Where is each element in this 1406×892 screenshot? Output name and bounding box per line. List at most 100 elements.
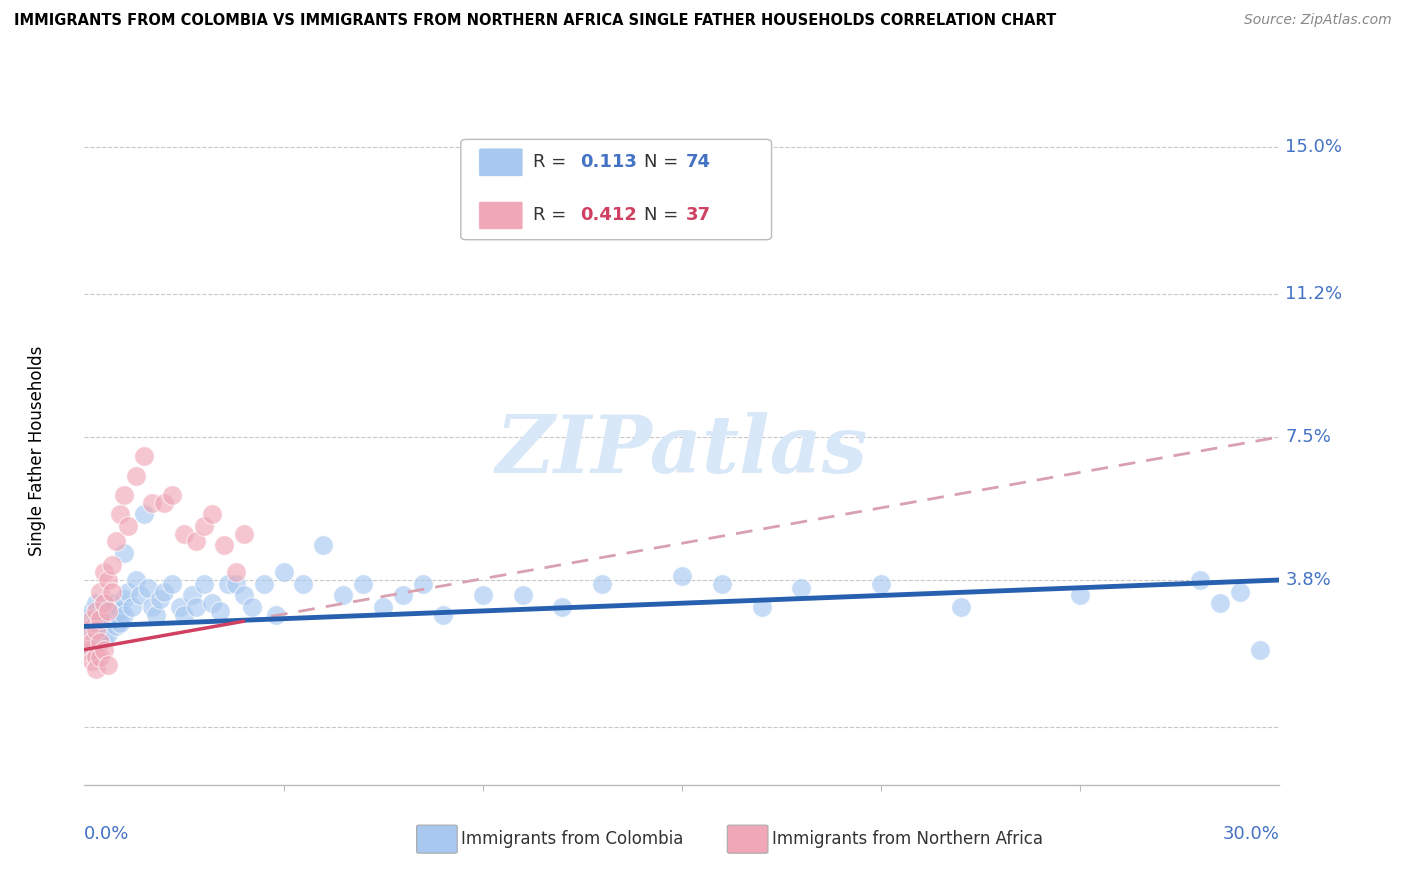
- Point: [1208, 596, 1230, 610]
- Text: 15.0%: 15.0%: [1285, 138, 1343, 156]
- Point: [149, 592, 172, 607]
- Point: [82, 604, 104, 618]
- Point: [86, 604, 108, 618]
- Point: [217, 577, 239, 591]
- Point: [110, 604, 132, 618]
- Text: ZIPatlas: ZIPatlas: [496, 412, 868, 489]
- Point: [145, 607, 167, 622]
- Point: [89, 612, 111, 626]
- Point: [105, 619, 128, 633]
- Point: [671, 569, 693, 583]
- FancyBboxPatch shape: [478, 202, 523, 230]
- Point: [392, 589, 415, 603]
- Point: [77, 635, 100, 649]
- Point: [97, 627, 120, 641]
- Point: [169, 600, 191, 615]
- Point: [112, 607, 135, 622]
- Point: [173, 526, 195, 541]
- Point: [93, 604, 115, 618]
- Point: [125, 468, 148, 483]
- Point: [97, 573, 120, 587]
- Text: 74: 74: [686, 153, 710, 171]
- Point: [112, 592, 135, 607]
- Point: [412, 577, 434, 591]
- Text: Single Father Households: Single Father Households: [28, 345, 45, 556]
- Point: [101, 584, 124, 599]
- Point: [93, 631, 115, 645]
- Point: [751, 600, 773, 615]
- Point: [86, 615, 108, 630]
- Point: [117, 584, 139, 599]
- Text: Immigrants from Colombia: Immigrants from Colombia: [461, 830, 683, 848]
- Point: [273, 566, 295, 580]
- Point: [89, 624, 111, 638]
- Point: [141, 600, 163, 615]
- Point: [89, 650, 111, 665]
- FancyBboxPatch shape: [416, 825, 457, 853]
- Point: [225, 566, 247, 580]
- Text: N =: N =: [644, 153, 683, 171]
- Text: 37: 37: [686, 206, 710, 225]
- Point: [193, 519, 215, 533]
- Point: [225, 577, 247, 591]
- Point: [710, 577, 733, 591]
- Point: [136, 581, 159, 595]
- Text: 0.113: 0.113: [581, 153, 637, 171]
- Point: [125, 573, 148, 587]
- Point: [1249, 642, 1271, 657]
- Point: [93, 642, 115, 657]
- Point: [86, 596, 108, 610]
- Point: [86, 662, 108, 676]
- Point: [93, 619, 115, 633]
- Point: [232, 589, 254, 603]
- Point: [112, 546, 135, 560]
- Point: [101, 612, 124, 626]
- Point: [551, 600, 574, 615]
- Point: [201, 596, 224, 610]
- Point: [471, 589, 494, 603]
- Point: [208, 604, 231, 618]
- Point: [129, 589, 152, 603]
- Point: [132, 450, 156, 464]
- Point: [77, 642, 100, 657]
- Point: [1229, 584, 1251, 599]
- Text: Immigrants from Northern Africa: Immigrants from Northern Africa: [772, 830, 1042, 848]
- Point: [132, 508, 156, 522]
- Point: [97, 615, 120, 630]
- Point: [97, 600, 120, 615]
- Point: [512, 589, 534, 603]
- Point: [117, 519, 139, 533]
- Point: [110, 615, 132, 630]
- Point: [105, 607, 128, 622]
- Point: [184, 534, 207, 549]
- Point: [112, 488, 135, 502]
- Point: [82, 612, 104, 626]
- Point: [101, 558, 124, 572]
- Text: N =: N =: [644, 206, 683, 225]
- Point: [173, 607, 195, 622]
- Point: [121, 600, 143, 615]
- FancyBboxPatch shape: [478, 148, 523, 177]
- Point: [312, 538, 335, 552]
- Point: [82, 654, 104, 668]
- Point: [160, 577, 183, 591]
- Text: 11.2%: 11.2%: [1285, 285, 1343, 303]
- Point: [1069, 589, 1091, 603]
- Point: [352, 577, 374, 591]
- Point: [141, 496, 163, 510]
- Point: [86, 650, 108, 665]
- Point: [82, 642, 104, 657]
- Point: [105, 534, 128, 549]
- Point: [82, 624, 104, 638]
- Point: [97, 604, 120, 618]
- FancyBboxPatch shape: [461, 139, 772, 240]
- Point: [153, 584, 176, 599]
- Point: [1188, 573, 1211, 587]
- Point: [89, 635, 111, 649]
- Point: [240, 600, 263, 615]
- Point: [232, 526, 254, 541]
- Text: 0.0%: 0.0%: [84, 825, 129, 843]
- Point: [153, 496, 176, 510]
- Point: [101, 596, 124, 610]
- Point: [93, 596, 115, 610]
